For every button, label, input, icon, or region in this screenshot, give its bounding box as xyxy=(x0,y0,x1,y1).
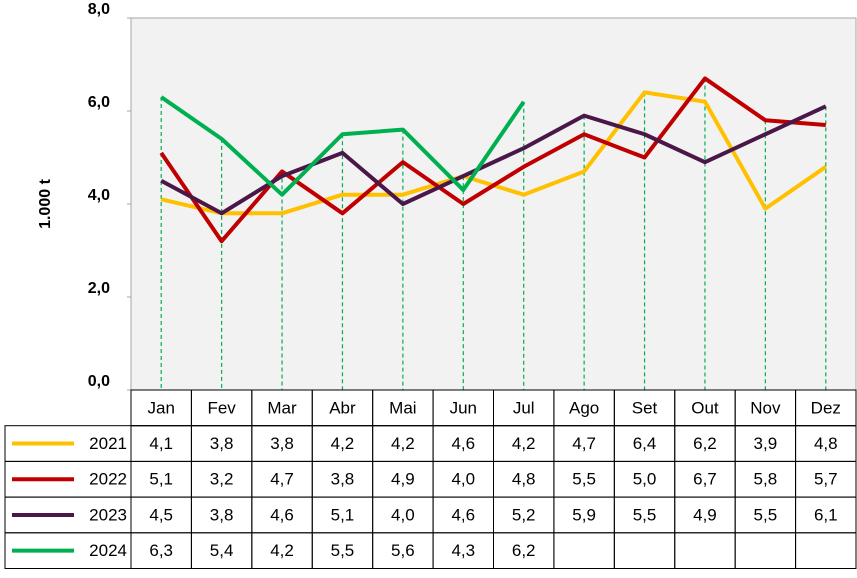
x-tick-label: Mai xyxy=(389,398,416,417)
x-tick-label: Jun xyxy=(450,398,477,417)
x-tick-label: Jan xyxy=(147,398,174,417)
data-label: 4,9 xyxy=(391,470,415,489)
data-label: 4,2 xyxy=(331,434,355,453)
data-label: 3,2 xyxy=(210,470,234,489)
data-label: 4,0 xyxy=(391,505,415,524)
table-cell xyxy=(674,532,736,569)
table-cell xyxy=(613,532,676,569)
x-tick-label: Mar xyxy=(267,398,297,417)
legend-label: 2023 xyxy=(89,505,127,524)
x-tick-label: Ago xyxy=(569,398,599,417)
data-label: 6,7 xyxy=(693,470,717,489)
data-label: 4,7 xyxy=(572,434,596,453)
data-label: 6,2 xyxy=(512,541,536,560)
data-label: 4,6 xyxy=(270,505,294,524)
y-axis-label: 1.000 t xyxy=(37,178,54,228)
data-label: 5,2 xyxy=(512,505,536,524)
data-label: 5,5 xyxy=(572,470,596,489)
y-tick-label: 0,0 xyxy=(88,373,110,390)
data-label: 4,5 xyxy=(149,505,173,524)
data-label: 4,8 xyxy=(512,470,536,489)
data-label: 4,0 xyxy=(451,470,475,489)
data-label: 4,1 xyxy=(149,434,173,453)
table-cell xyxy=(734,532,797,569)
data-label: 5,5 xyxy=(331,541,355,560)
data-label: 4,7 xyxy=(270,470,294,489)
data-label: 3,8 xyxy=(210,505,234,524)
data-label: 4,8 xyxy=(814,434,838,453)
legend-label: 2024 xyxy=(89,541,127,560)
table-cell xyxy=(553,532,615,569)
data-label: 4,2 xyxy=(512,434,536,453)
data-label: 6,4 xyxy=(633,434,657,453)
data-label: 5,6 xyxy=(391,541,415,560)
data-label: 5,8 xyxy=(754,470,778,489)
x-tick-label: Abr xyxy=(329,398,356,417)
x-tick-label: Out xyxy=(691,398,719,417)
data-label: 4,2 xyxy=(270,541,294,560)
series-line xyxy=(160,104,827,216)
data-label: 4,6 xyxy=(451,434,475,453)
data-label: 5,5 xyxy=(754,505,778,524)
table-cell xyxy=(795,532,857,569)
y-tick-label: 2,0 xyxy=(88,280,110,297)
data-label: 4,2 xyxy=(391,434,415,453)
x-tick-label: Jul xyxy=(513,398,535,417)
data-label: 5,1 xyxy=(149,470,173,489)
data-label: 4,3 xyxy=(451,541,475,560)
y-tick-label: 8,0 xyxy=(88,1,110,18)
data-label: 5,5 xyxy=(633,505,657,524)
data-label: 3,8 xyxy=(331,470,355,489)
data-label: 5,7 xyxy=(814,470,838,489)
data-label: 5,1 xyxy=(331,505,355,524)
y-tick-label: 6,0 xyxy=(88,94,110,111)
x-tick-label: Nov xyxy=(750,398,781,417)
data-label: 6,1 xyxy=(814,505,838,524)
x-tick-label: Set xyxy=(632,398,658,417)
data-label: 3,8 xyxy=(270,434,294,453)
series-line xyxy=(160,95,526,197)
data-label: 5,0 xyxy=(633,470,657,489)
data-label: 6,3 xyxy=(149,541,173,560)
data-label: 3,9 xyxy=(754,434,778,453)
y-tick-label: 4,0 xyxy=(88,187,110,204)
data-label: 4,9 xyxy=(693,505,717,524)
legend-label: 2022 xyxy=(89,470,127,489)
data-label: 5,4 xyxy=(210,541,234,560)
data-label: 3,8 xyxy=(210,434,234,453)
data-label: 5,9 xyxy=(572,505,596,524)
legend-label: 2021 xyxy=(89,434,127,453)
x-tick-label: Fev xyxy=(207,398,236,417)
data-label: 6,2 xyxy=(693,434,717,453)
x-tick-label: Dez xyxy=(811,398,841,417)
data-label: 4,6 xyxy=(451,505,475,524)
